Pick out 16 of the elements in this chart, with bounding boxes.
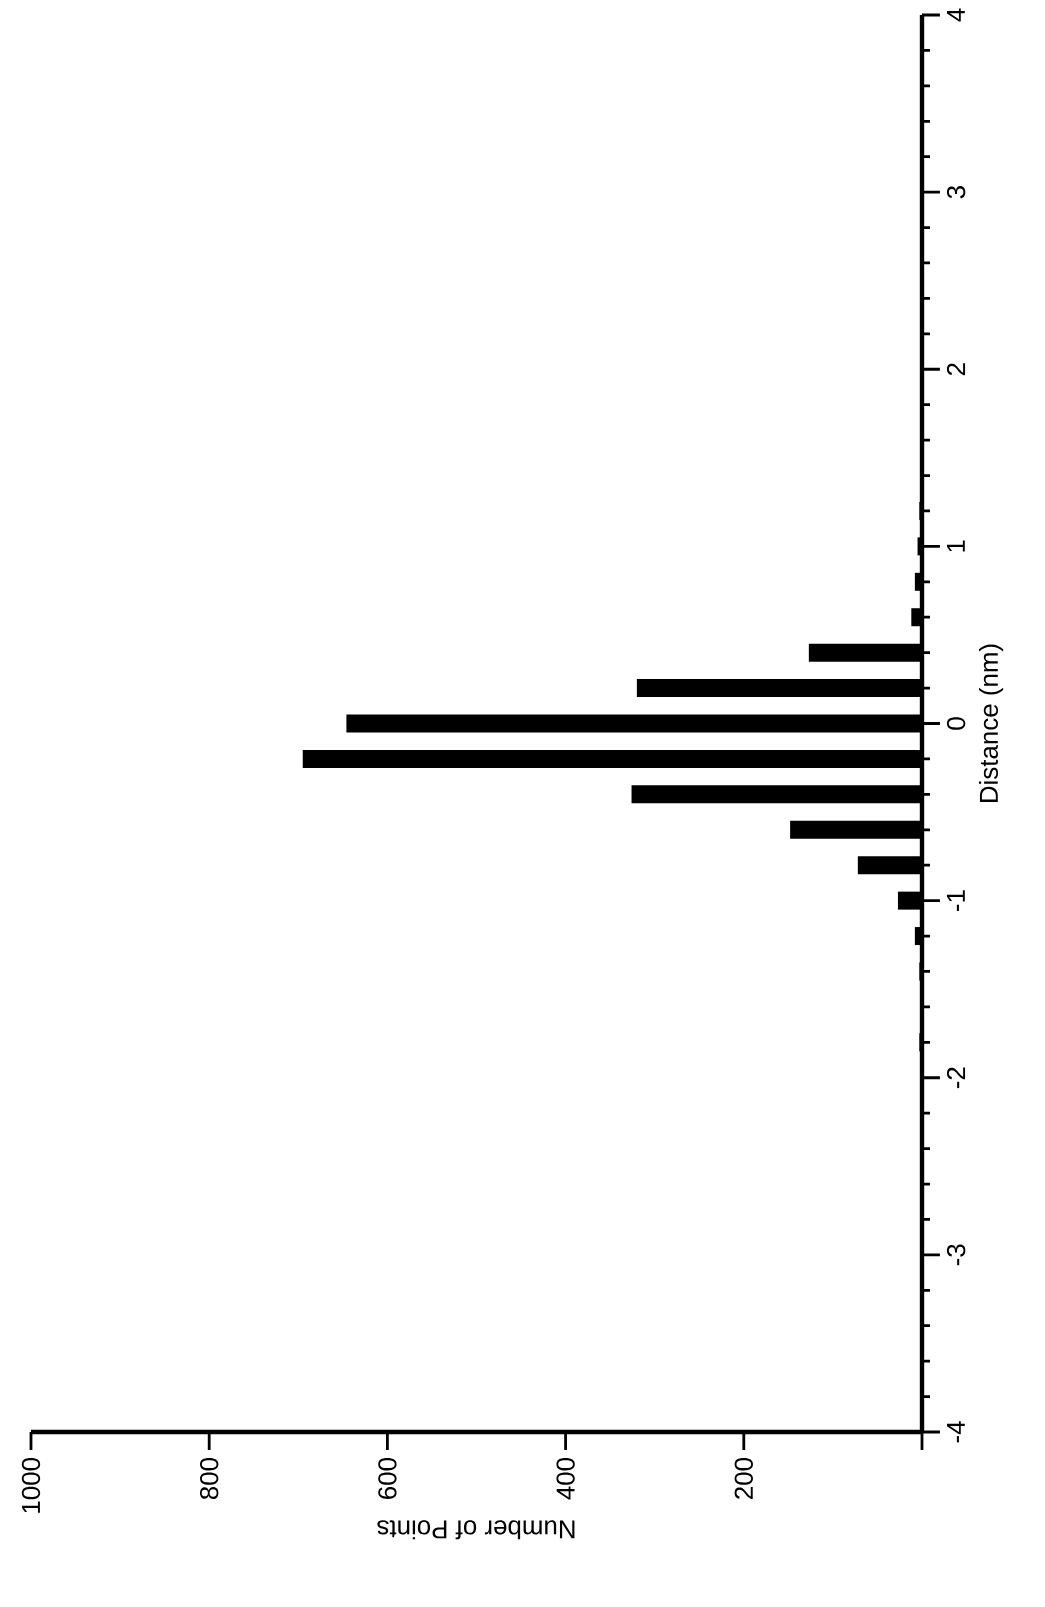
- y-tick-label: 3: [946, 186, 966, 199]
- x-tick-label: 400: [556, 1457, 575, 1500]
- x-tick-label: 200: [734, 1457, 753, 1499]
- y-tick-label: 2: [946, 363, 966, 376]
- y-axis-title: Distance (nm): [978, 644, 1004, 802]
- x-axis-title: Number of Points: [377, 1520, 575, 1540]
- y-tick-label: 0: [946, 717, 966, 730]
- y-tick-label: -4: [946, 1421, 965, 1443]
- y-tick-label: -3: [946, 1244, 966, 1266]
- y-tick-label: -1: [946, 890, 965, 911]
- x-tick-label: 1000: [21, 1457, 41, 1513]
- x-tick-label: 800: [200, 1457, 219, 1500]
- y-tick-label: 4: [946, 8, 965, 22]
- x-tick-label: 600: [378, 1457, 397, 1499]
- y-tick-label: 1: [946, 540, 965, 552]
- y-tick-label: -2: [946, 1067, 966, 1089]
